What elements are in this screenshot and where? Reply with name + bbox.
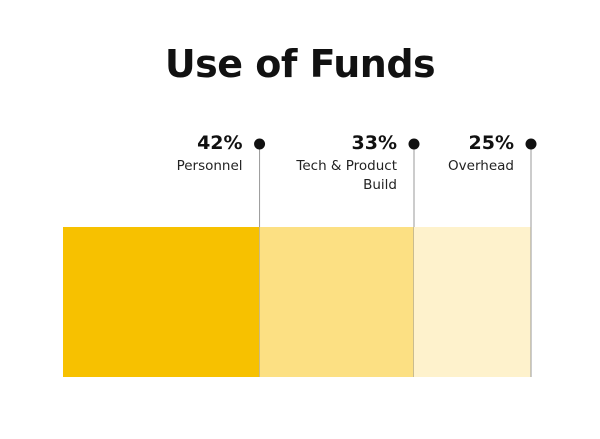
marker-dot-2 bbox=[408, 138, 420, 150]
bar-segment-2 bbox=[259, 227, 414, 377]
value-label-3: 25% bbox=[469, 132, 514, 154]
marker-dot-3 bbox=[525, 138, 537, 150]
value-label-2: 33% bbox=[352, 132, 397, 154]
category-label-3: Overhead bbox=[448, 158, 514, 174]
bar-segment-1 bbox=[63, 227, 260, 377]
category-label-2: Tech & Product Build bbox=[295, 158, 397, 193]
marker-dot-1 bbox=[254, 138, 266, 150]
value-label-1: 42% bbox=[197, 132, 242, 154]
chart-title: Use of Funds bbox=[164, 42, 436, 86]
category-label-1: Personnel bbox=[177, 158, 243, 174]
bar-segment-3 bbox=[414, 227, 531, 377]
